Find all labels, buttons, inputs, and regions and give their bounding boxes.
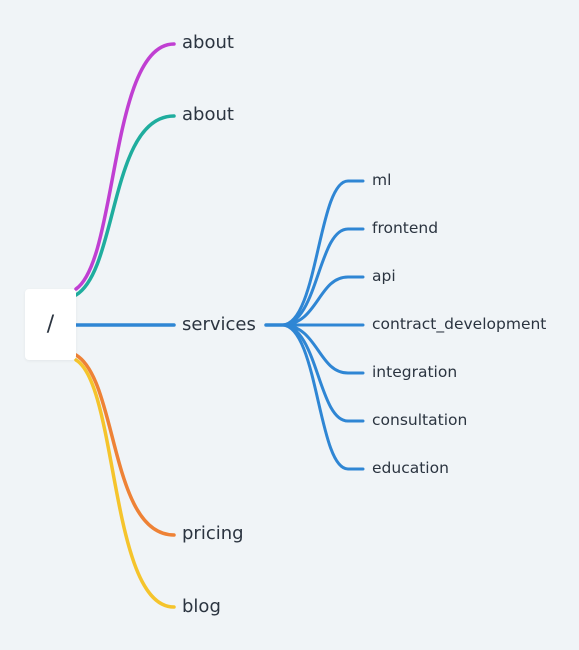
branch-about-1[interactable]: about [182, 32, 234, 53]
connector-service-child [280, 179, 365, 327]
branch-blog[interactable]: blog [182, 596, 221, 617]
service-api[interactable]: api [372, 267, 396, 285]
connector-blog [74, 358, 176, 609]
branch-about-2[interactable]: about [182, 104, 234, 125]
service-ml[interactable]: ml [372, 171, 392, 189]
service-integration[interactable]: integration [372, 363, 458, 381]
root-label: / [46, 312, 55, 337]
branch-services[interactable]: services [182, 314, 256, 335]
connector-about-2 [74, 114, 176, 297]
branch-pricing[interactable]: pricing [182, 523, 244, 544]
connector-pricing [74, 353, 176, 537]
connector-service-child [280, 227, 365, 327]
service-education[interactable]: education [372, 459, 449, 477]
connector-service-child [280, 323, 365, 471]
connector-service-child [280, 275, 365, 327]
service-consultation[interactable]: consultation [372, 411, 468, 429]
service-contract-development[interactable]: contract_development [372, 315, 547, 333]
root-node[interactable]: / [25, 289, 76, 360]
services-children-connectors [280, 179, 365, 471]
connector-about-1 [74, 42, 176, 291]
service-frontend[interactable]: frontend [372, 219, 439, 237]
